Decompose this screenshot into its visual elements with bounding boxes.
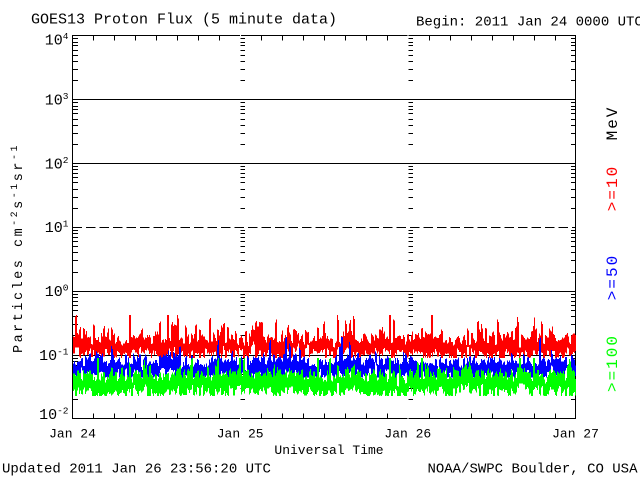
svg-text:103: 103 xyxy=(45,91,69,110)
svg-text:104: 104 xyxy=(45,31,69,50)
svg-text:Jan 26: Jan 26 xyxy=(384,427,431,442)
svg-text:MeV: MeV xyxy=(604,106,622,141)
svg-text:>=100: >=100 xyxy=(604,334,622,392)
svg-text:Jan 25: Jan 25 xyxy=(217,427,264,442)
svg-text:>=50: >=50 xyxy=(604,254,622,300)
svg-text:101: 101 xyxy=(45,219,69,238)
svg-text:Begin: 2011 Jan 24 0000 UTC: Begin: 2011 Jan 24 0000 UTC xyxy=(416,15,640,31)
svg-text:>=10: >=10 xyxy=(604,165,622,211)
svg-text:102: 102 xyxy=(45,155,69,174)
svg-text:Updated 2011 Jan 26 23:56:20 U: Updated 2011 Jan 26 23:56:20 UTC xyxy=(2,462,271,478)
svg-text:Universal Time: Universal Time xyxy=(274,443,383,458)
svg-text:GOES13 Proton Flux (5 minute d: GOES13 Proton Flux (5 minute data) xyxy=(31,12,337,29)
svg-text:Jan 24: Jan 24 xyxy=(49,427,96,442)
svg-text:Jan 27: Jan 27 xyxy=(552,427,599,442)
svg-text:100: 100 xyxy=(45,283,69,302)
svg-text:NOAA/SWPC Boulder, CO USA: NOAA/SWPC Boulder, CO USA xyxy=(427,462,638,478)
svg-text:Particles cm-2s-1sr-1: Particles cm-2s-1sr-1 xyxy=(10,143,27,353)
